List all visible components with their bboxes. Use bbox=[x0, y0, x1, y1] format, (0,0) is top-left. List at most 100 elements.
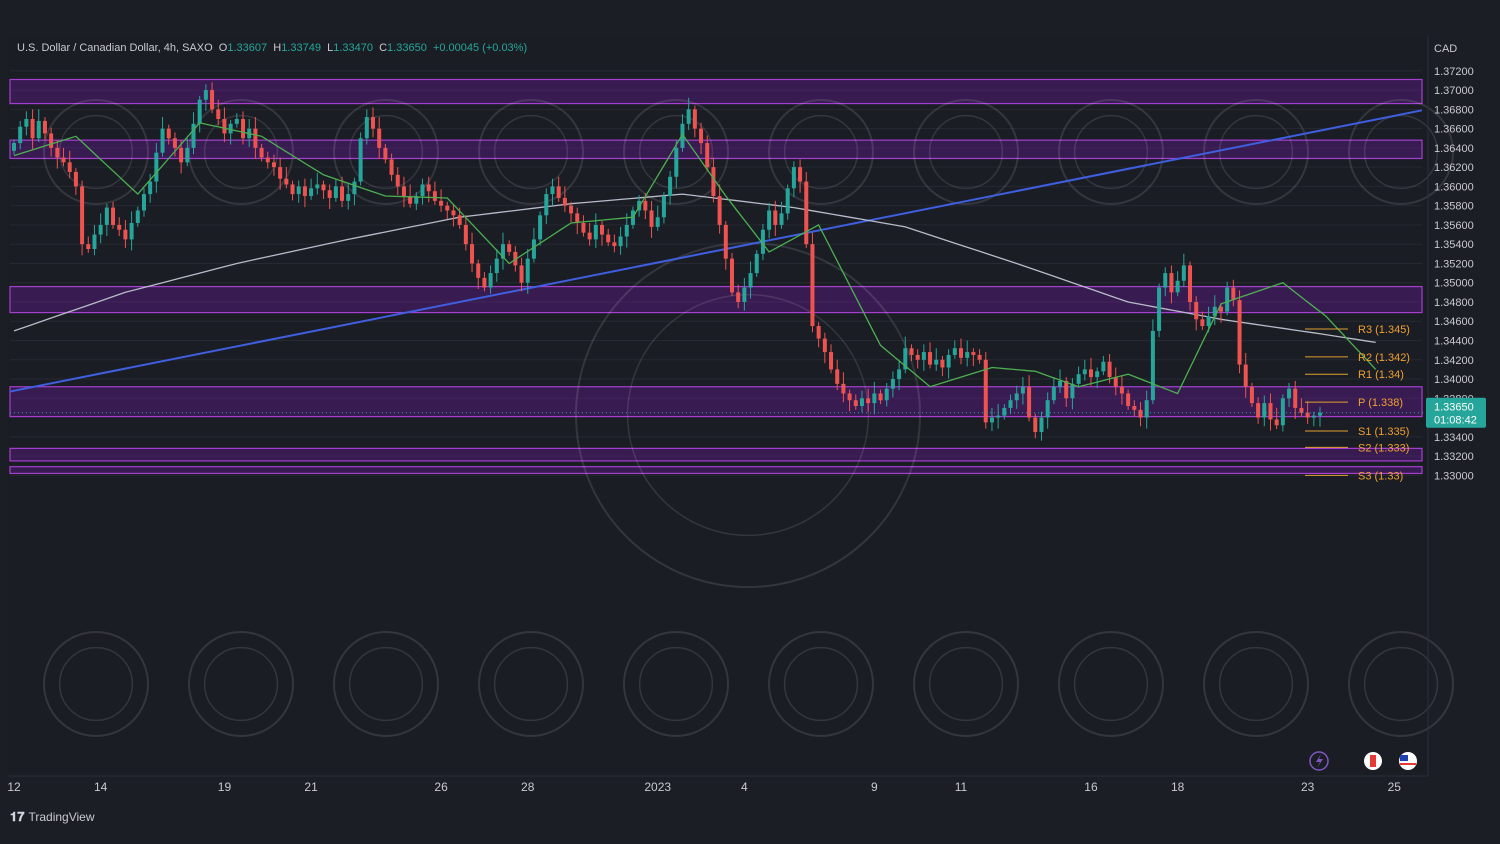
pivot-label: P (1.338) bbox=[1358, 397, 1403, 409]
x-tick-label: 18 bbox=[1171, 780, 1185, 794]
watermark-seal-icon bbox=[333, 99, 439, 205]
y-tick-label: 1.34600 bbox=[1434, 316, 1474, 328]
watermark-seal-ring bbox=[638, 646, 714, 722]
pivot-label: R3 (1.345) bbox=[1358, 324, 1410, 336]
candle-body bbox=[271, 162, 276, 168]
candle-body bbox=[729, 258, 734, 293]
pivot-label: S1 (1.335) bbox=[1358, 426, 1409, 438]
watermark-seal-ring bbox=[58, 114, 134, 190]
candle-body bbox=[1157, 287, 1162, 331]
candle-body bbox=[785, 188, 790, 214]
candle-body bbox=[104, 207, 109, 225]
candle-body bbox=[414, 196, 419, 204]
candle-body bbox=[315, 184, 320, 189]
candle-body bbox=[996, 415, 1001, 418]
candle-body bbox=[643, 200, 648, 211]
candle-body bbox=[346, 194, 351, 201]
candle-body bbox=[593, 224, 598, 240]
us-flag-canton-icon bbox=[1400, 755, 1408, 761]
sr-zone bbox=[9, 139, 1423, 160]
candle-body bbox=[98, 224, 103, 235]
candle-body bbox=[1070, 383, 1075, 399]
candle-body bbox=[519, 265, 524, 283]
candle-body bbox=[760, 229, 765, 254]
candle-body bbox=[370, 117, 375, 129]
candle-body bbox=[890, 379, 895, 389]
candle-body bbox=[946, 354, 951, 368]
watermark-seal-icon bbox=[188, 631, 294, 737]
candle-body bbox=[129, 223, 134, 240]
watermark-seal-icon bbox=[575, 242, 921, 588]
close-label: C bbox=[379, 42, 388, 54]
candle-body bbox=[531, 239, 536, 259]
candle-body bbox=[216, 109, 221, 119]
candle-body bbox=[618, 236, 623, 247]
candle-body bbox=[482, 277, 487, 288]
candle-body bbox=[705, 143, 710, 168]
x-tick-label: 21 bbox=[304, 780, 318, 794]
candle-body bbox=[1274, 419, 1279, 426]
candle-body bbox=[1082, 369, 1087, 375]
candle-body bbox=[401, 186, 406, 197]
price-badge-price: 1.33650 bbox=[1434, 402, 1474, 414]
y-tick-label: 1.33000 bbox=[1434, 470, 1474, 482]
watermark-seal-icon bbox=[43, 99, 149, 205]
candle-body bbox=[488, 273, 493, 288]
price-badge[interactable] bbox=[1426, 397, 1486, 428]
candle-body bbox=[525, 258, 530, 283]
candle-body bbox=[736, 292, 741, 302]
plot-area bbox=[8, 36, 1428, 776]
candle-body bbox=[185, 147, 190, 163]
watermark-seal-icon bbox=[623, 99, 729, 205]
candle-body bbox=[1175, 280, 1180, 293]
candle-body bbox=[445, 205, 450, 211]
watermark-seal-icon bbox=[1203, 99, 1309, 205]
y-tick-label: 1.36400 bbox=[1434, 143, 1474, 155]
candle-body bbox=[1039, 417, 1044, 433]
candle-body bbox=[148, 181, 153, 195]
lightning-icon[interactable] bbox=[1309, 751, 1329, 771]
candle-body bbox=[798, 167, 803, 182]
tradingview-footer[interactable]: 𝟏𝟕 TradingView bbox=[10, 809, 95, 825]
candle-body bbox=[1144, 400, 1149, 418]
candle-body bbox=[928, 352, 933, 365]
x-tick-label: 25 bbox=[1388, 780, 1402, 794]
candle-body bbox=[1212, 306, 1217, 317]
candle-body bbox=[1305, 412, 1310, 418]
candle-body bbox=[544, 194, 549, 216]
candle-body bbox=[92, 234, 97, 250]
candle-body bbox=[847, 393, 852, 401]
candle-body bbox=[470, 244, 475, 264]
candle-body bbox=[191, 123, 196, 148]
candle-body bbox=[661, 196, 666, 218]
candle-body bbox=[432, 191, 437, 201]
candle-body bbox=[55, 147, 60, 158]
candle-body bbox=[364, 117, 369, 139]
watermark-seal-ring bbox=[626, 293, 870, 537]
watermark-seal-icon bbox=[913, 99, 1019, 205]
candle-body bbox=[1076, 374, 1081, 384]
low-value: 1.33470 bbox=[333, 42, 373, 54]
candle-body bbox=[699, 128, 704, 144]
lightning-bolt-icon bbox=[1316, 754, 1323, 768]
y-tick-label: 1.33400 bbox=[1434, 432, 1474, 444]
watermark-seal-icon bbox=[1348, 631, 1454, 737]
y-tick-label: 1.36600 bbox=[1434, 124, 1474, 136]
high-label: H bbox=[273, 42, 282, 54]
candle-body bbox=[302, 186, 307, 197]
watermark-seal-icon bbox=[913, 631, 1019, 737]
candle-body bbox=[117, 224, 122, 230]
candle-body bbox=[959, 348, 964, 358]
candle-body bbox=[160, 128, 165, 153]
candle-body bbox=[507, 244, 512, 252]
symbol-title[interactable]: U.S. Dollar / Canadian Dollar, 4h, SAXO bbox=[17, 42, 213, 54]
sr-zone bbox=[9, 285, 1423, 314]
high-value: 1.33749 bbox=[281, 42, 321, 54]
candle-body bbox=[1027, 386, 1032, 418]
watermark-seal-ring bbox=[348, 114, 424, 190]
slow-moving-average-line bbox=[13, 193, 1376, 344]
candle-body bbox=[921, 352, 926, 360]
candle-body bbox=[841, 383, 846, 394]
candle-body bbox=[439, 200, 444, 206]
